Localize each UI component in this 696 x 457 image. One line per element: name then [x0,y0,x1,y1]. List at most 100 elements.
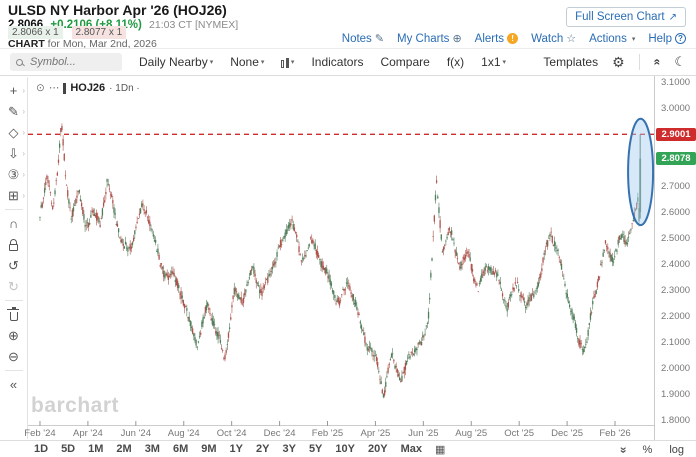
tool-group-divider [4,209,23,210]
price-tick-label: 2.0000 [661,362,691,374]
range-button-2m[interactable]: 2M [116,443,132,455]
compare-label: Compare [380,55,430,69]
chart-type-dropdown[interactable]: ▾ [281,56,294,68]
percent-scale-button[interactable]: % [642,443,653,456]
price-tick-label: 1.9000 [661,388,691,400]
time-axis[interactable]: Feb '24 Apr '24 Jun '24 Aug '24 Oct '24 Dec '… [24,427,655,440]
link-help[interactable]: Help? [648,33,686,45]
series-color-bar [63,82,67,94]
indicators-button[interactable]: Indicators [311,55,363,69]
time-tick-label: Feb '26 [599,428,631,439]
range-button-1d[interactable]: 1D [34,443,49,455]
link-actions[interactable]: Actions ▾ [589,33,635,45]
grid-layout-dropdown[interactable]: 1x1 ▾ [481,55,506,69]
log-scale-button[interactable]: log [669,443,684,456]
fx-button[interactable]: f(x) [447,55,464,69]
delete-drawings-button[interactable] [0,304,27,325]
submenu-caret-icon: › [22,107,25,116]
candlestick-type-icon [281,56,289,68]
annotations-tool-button[interactable]: ✎ › [0,101,27,122]
fibonacci-tool-icon: ③ [7,166,20,182]
legend-frequency: · 1Dn · [109,82,140,94]
range-button-1m[interactable]: 1M [88,443,104,455]
frequency-dropdown[interactable]: Daily Nearby ▾ [139,55,213,69]
range-button-2y[interactable]: 2Y [256,443,270,455]
price-tick-label: 3.1000 [661,77,691,89]
page-title: ULSD NY Harbor Apr '26 (HOJ26) [8,2,227,18]
dark-mode-icon[interactable]: ☾ [674,54,686,69]
drawn-line-price-badge: 2.9001 [656,127,696,141]
range-button-6m[interactable]: 6M [172,443,189,455]
drawing-tools-sidebar: + › ✎ › ◇ › ⇩ › ③ › ⊞ › ∩ ↺ ↻ ⊕ ⊖ « [0,77,28,439]
lock-drawings-button[interactable] [0,234,27,255]
pencil-icon: ✎ [374,33,385,45]
link-my-charts[interactable]: My Charts ⊕ [397,32,462,46]
arrows-tool-button[interactable]: ⇩ › [0,143,27,164]
range-button-5y[interactable]: 5Y [308,443,323,455]
submenu-caret-icon: › [22,86,25,95]
divider [638,54,640,70]
price-chart-canvas[interactable] [28,76,655,426]
templates-button[interactable]: Templates [543,55,598,69]
fibonacci-tool-button[interactable]: ③ › [0,164,27,185]
link-notes[interactable]: Notes ✎ [342,32,385,46]
collapse-sidebar-button[interactable]: « [0,374,27,395]
link-watch[interactable]: Watch ☆ [531,32,577,46]
eye-icon[interactable]: ⊙ [36,82,45,94]
calendar-icon[interactable]: ▦ [434,443,446,456]
settings-gear-icon[interactable]: ⚙ [612,53,625,70]
price-axis[interactable]: 3.10003.00002.90002.80002.70002.60002.50… [654,76,696,440]
price-tick-label: 2.6000 [661,207,691,219]
delete-drawings-icon [7,307,20,321]
custom-tools-button[interactable]: ⊞ › [0,185,27,206]
star-icon: ☆ [566,33,577,45]
ask-value: 2.8077 x 1 [71,26,127,39]
range-button-3y[interactable]: 3Y [282,443,296,455]
submenu-caret-icon: › [22,128,25,137]
range-button-20y[interactable]: 20Y [367,443,388,455]
range-buttons: 1D 5D 1M 2M 3M 6M 9M 1Y 2Y 3Y 5Y 10Y 20Y Max [34,443,422,455]
time-tick-label: Aug '25 [455,428,488,439]
caret-down-icon: ▾ [631,35,636,43]
range-button-9m[interactable]: 9M [201,443,217,455]
zoom-in-button[interactable]: ⊕ [0,325,27,346]
more-options-icon[interactable]: ⋯ [48,82,60,94]
range-button-5d[interactable]: 5D [61,443,76,455]
zoom-out-icon: ⊖ [8,348,19,364]
tools-dropdown[interactable]: None ▾ [230,55,264,69]
link-alerts[interactable]: Alerts! [475,33,519,45]
symbol-search[interactable] [10,53,122,71]
full-screen-chart-button[interactable]: Full Screen Chart ↗ [566,7,686,27]
zoom-out-button[interactable]: ⊖ [0,346,27,367]
shapes-tool-icon: ◇ [8,124,19,140]
price-tick-label: 2.4000 [661,258,691,270]
collapse-toolbar-icon[interactable]: « [650,58,664,66]
annotations-tool-icon: ✎ [8,103,19,119]
time-tick-label: Apr '24 [72,428,103,439]
price-tick-label: 2.3000 [661,284,691,296]
range-button-3m[interactable]: 3M [144,443,160,455]
time-tick-label: Feb '25 [311,428,344,439]
submenu-caret-icon: › [22,170,25,179]
time-tick-label: Feb '24 [24,428,56,439]
magnet-mode-button[interactable]: ∩ [0,213,27,234]
indicators-label: Indicators [311,55,364,69]
compare-button[interactable]: Compare [380,55,429,69]
range-button-1y[interactable]: 1Y [229,443,243,455]
alert-badge-icon: ! [507,33,519,44]
chart-date-label: CHART [8,38,45,50]
symbol-search-input[interactable] [28,55,116,69]
collapse-panel-icon[interactable]: « [615,446,630,453]
chart-legend[interactable]: ⊙ ⋯ HOJ26 · 1Dn · [36,82,140,94]
cursor-tool-button[interactable]: + › [0,80,27,101]
link-label: My Charts [397,32,450,45]
undo-button[interactable]: ↺ [0,255,27,276]
legend-symbol: HOJ26 [70,82,106,94]
fx-label: f(x) [446,55,465,69]
shapes-tool-button[interactable]: ◇ › [0,122,27,143]
range-button-max[interactable]: Max [400,443,422,455]
time-tick-label: Jun '24 [120,428,151,439]
range-button-10y[interactable]: 10Y [335,443,355,455]
zoom-in-icon: ⊕ [8,327,19,343]
